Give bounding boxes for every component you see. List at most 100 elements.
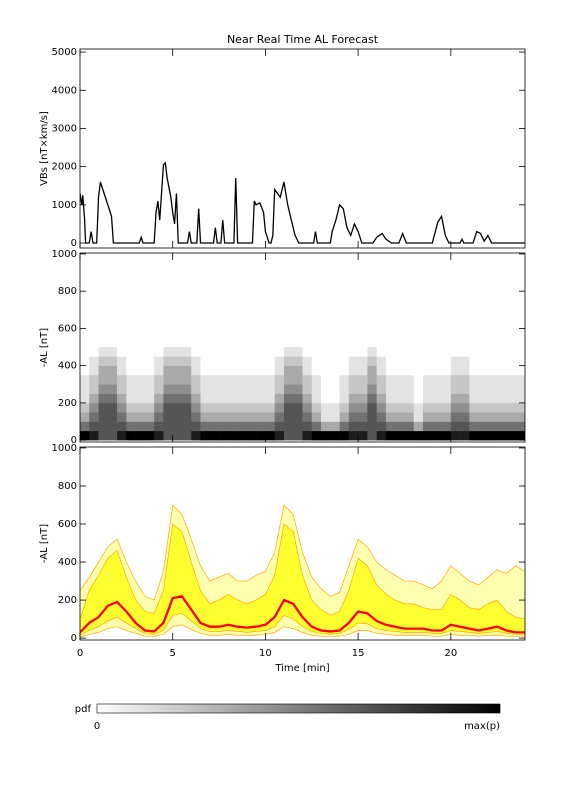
heat-cell (256, 412, 266, 422)
heat-cell (181, 374, 192, 385)
y-tick-label: 2000 (52, 162, 77, 173)
heat-cell (515, 374, 525, 385)
heat-cell (126, 374, 136, 385)
y-axis-label: VBs [nT×km/s] (39, 111, 50, 186)
heat-cell (311, 430, 322, 441)
heat-cell (432, 356, 442, 366)
band-edge (80, 613, 525, 636)
heat-cell (432, 393, 442, 404)
heat-cell (497, 384, 507, 394)
heat-cell (413, 412, 424, 422)
heat-cell (274, 421, 285, 432)
heat-cell (302, 374, 313, 385)
heat-cell (330, 384, 340, 394)
chart-title: Near Real Time AL Forecast (227, 33, 379, 46)
heat-cell (200, 356, 211, 366)
y-tick-label: 200 (58, 398, 77, 409)
heat-cell (321, 402, 331, 413)
heat-cell (283, 430, 294, 441)
heat-cell (487, 347, 498, 357)
heat-cell (191, 393, 201, 404)
heat-cell (117, 347, 127, 357)
heat-cell (515, 356, 525, 366)
heat-cell (478, 365, 489, 376)
heat-cell (367, 365, 377, 376)
heat-cell (404, 365, 415, 376)
heat-cell (256, 347, 266, 357)
heat-cell (395, 412, 405, 422)
heat-cell (441, 402, 452, 413)
heat-cell (395, 393, 405, 404)
heat-cell (256, 430, 266, 441)
heat-cell (256, 421, 266, 432)
heat-cell (209, 347, 220, 357)
heat-cell (423, 421, 433, 432)
heat-cell (154, 430, 164, 441)
heat-cell (89, 402, 99, 413)
heat-cell (497, 421, 507, 432)
heat-cell (376, 412, 387, 422)
heat-cell (395, 347, 405, 357)
heat-cell (246, 430, 257, 441)
heat-cell (367, 412, 377, 422)
heat-cell (98, 421, 109, 432)
heat-cell (191, 374, 201, 385)
heat-cell (172, 412, 183, 422)
heat-cell (283, 393, 294, 404)
heat-cell (98, 402, 109, 413)
heat-cell (413, 365, 424, 376)
heat-cell (423, 374, 433, 385)
heat-cell (339, 356, 350, 366)
heat-cell (274, 374, 285, 385)
heat-cell (126, 412, 136, 422)
heat-cell (265, 356, 275, 366)
heat-cell (98, 430, 109, 441)
heat-cell (191, 402, 201, 413)
heat-cell (172, 347, 183, 357)
heat-cell (321, 430, 331, 441)
heat-cell (246, 365, 257, 376)
heat-cell (117, 430, 127, 441)
heat-cell (237, 402, 248, 413)
heat-cell (293, 365, 303, 376)
heat-cell (339, 347, 350, 357)
heat-cell (367, 430, 377, 441)
colorbar-max: max(p) (464, 721, 500, 732)
heat-cell (413, 347, 424, 357)
heat-cell (358, 374, 368, 385)
y-tick-label: 5000 (52, 47, 77, 58)
heat-cell (256, 365, 266, 376)
heat-cell (469, 347, 479, 357)
heat-cell (163, 402, 174, 413)
heat-cell (348, 421, 359, 432)
heat-cell (98, 374, 109, 385)
heat-cell (450, 393, 461, 404)
heat-cell (506, 384, 517, 394)
heat-cell (497, 347, 507, 357)
heat-cell (348, 347, 359, 357)
heat-cell (237, 347, 248, 357)
heat-cell (209, 393, 220, 404)
heat-cell (126, 393, 136, 404)
heat-cell (339, 402, 350, 413)
heat-cell (358, 393, 368, 404)
heat-cell (107, 374, 118, 385)
x-axis-label: Time [min] (274, 663, 329, 674)
heat-cell (469, 430, 479, 441)
heat-cell (385, 365, 396, 376)
heat-cell (497, 356, 507, 366)
heat-cell (246, 412, 257, 422)
heat-cell (330, 347, 340, 357)
heat-cell (89, 365, 99, 376)
heat-cell (487, 402, 498, 413)
axes-frame (79, 48, 526, 249)
heat-cell (385, 356, 396, 366)
heat-cell (423, 393, 433, 404)
heat-cell (219, 402, 229, 413)
heat-cell (135, 421, 146, 432)
heat-cell (423, 430, 433, 441)
heat-cell (497, 402, 507, 413)
band-edge (80, 523, 525, 620)
heat-cell (219, 347, 229, 357)
